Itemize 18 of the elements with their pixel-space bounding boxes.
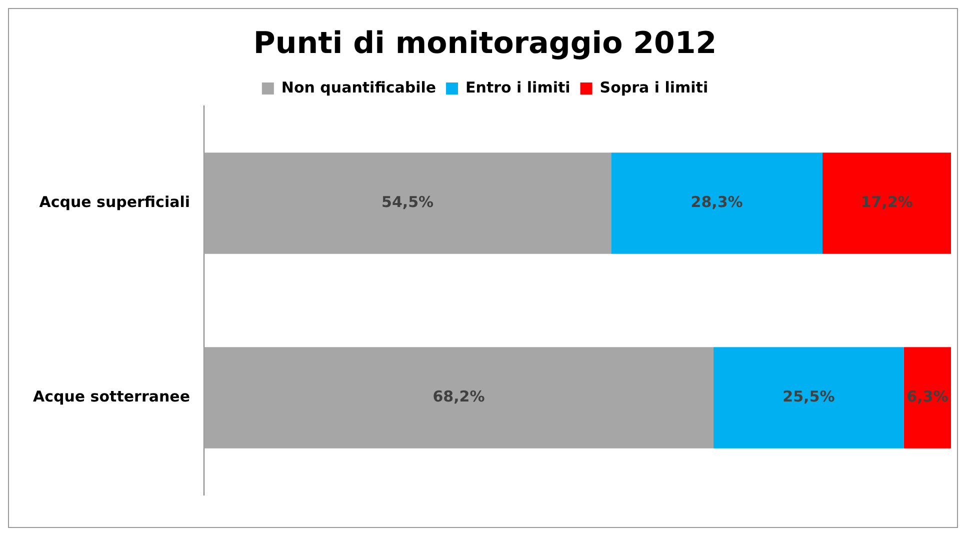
legend-label: Sopra i limiti (600, 78, 708, 96)
data-label: 28,3% (690, 193, 743, 212)
y-tick-label: Acque superficiali (39, 193, 190, 212)
bar (713, 347, 904, 448)
data-label: 54,5% (382, 193, 434, 212)
y-tick-label: Acque sotterranee (32, 388, 190, 406)
bar (204, 152, 612, 254)
legend-label: Entro i limiti (466, 78, 570, 96)
data-label: 17,2% (860, 193, 913, 212)
data-label: 25,5% (782, 388, 835, 406)
bar (822, 152, 951, 254)
legend-label: Non quantificabile (281, 78, 436, 96)
chart-title: Punti di monitoraggio 2012 (253, 26, 717, 61)
data-label: 68,2% (432, 388, 485, 406)
bar (904, 347, 951, 448)
bar (204, 347, 714, 448)
data-label: 6,3% (906, 388, 948, 406)
bar (611, 152, 823, 254)
